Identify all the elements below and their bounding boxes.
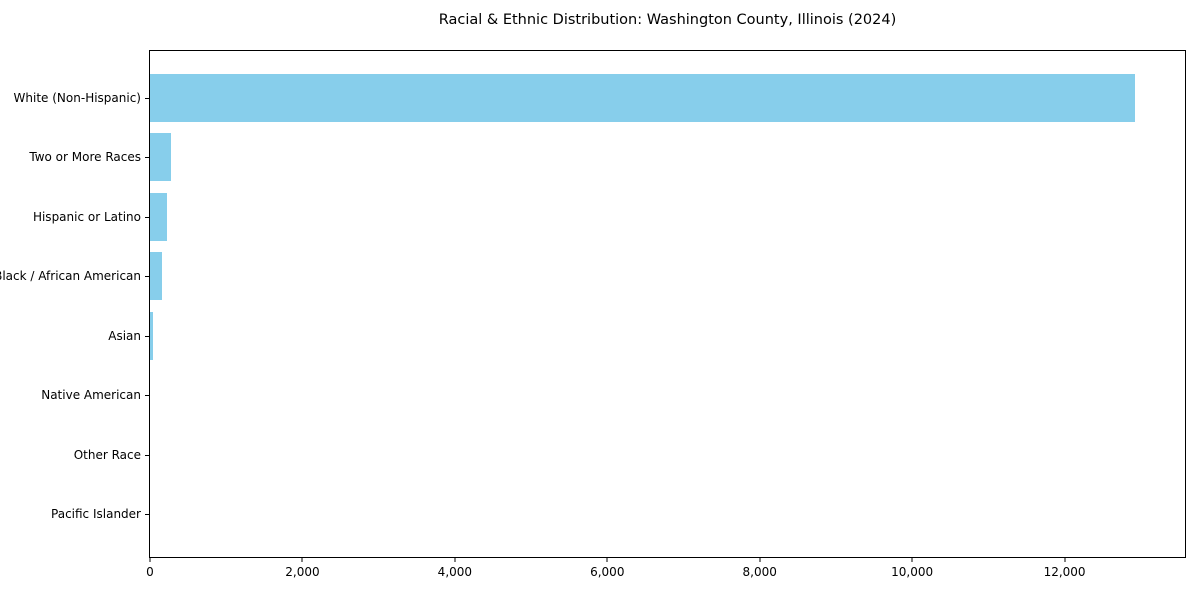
x-tick-label-6-000: 6,000 — [590, 565, 625, 579]
y-tick — [145, 514, 150, 516]
x-tick-label-8-000: 8,000 — [742, 565, 777, 579]
bar-two-or-more-races — [150, 133, 172, 182]
x-tick — [911, 557, 913, 562]
x-tick — [606, 557, 608, 562]
bar-black-african-american — [150, 252, 163, 301]
y-tick-label-white-non-hispanic: White (Non-Hispanic) — [13, 90, 141, 105]
y-tick — [145, 454, 150, 456]
chart-title: Racial & Ethnic Distribution: Washington… — [438, 12, 897, 28]
x-tick-label-12-000: 12,000 — [1043, 565, 1086, 579]
bar-row-black-african-american: Black / African American — [0, 247, 1185, 307]
bar-row-white-non-hispanic: White (Non-Hispanic) — [14, 68, 1185, 128]
y-tick — [145, 157, 150, 159]
y-tick-label-black-african-american: Black / African American — [0, 269, 141, 284]
bar-row-asian: Asian — [108, 306, 1185, 366]
y-tick-label-hispanic-or-latino: Hispanic or Latino — [32, 209, 141, 224]
x-tick — [454, 557, 456, 562]
y-tick-label-asian: Asian — [108, 328, 141, 343]
y-tick-label-other-race: Other Race — [73, 447, 141, 462]
y-tick-label-pacific-islander: Pacific Islander — [51, 507, 141, 522]
x-tick — [301, 557, 303, 562]
bar-white-non-hispanic — [150, 73, 1136, 122]
x-tick — [759, 557, 761, 562]
bar-row-two-or-more-races: Two or More Races — [29, 128, 1185, 188]
y-tick-label-native-american: Native American — [41, 388, 141, 403]
y-tick — [145, 276, 150, 278]
y-tick-label-two-or-more-races: Two or More Races — [29, 150, 141, 165]
x-tick — [1064, 557, 1066, 562]
bar-hispanic-or-latino — [150, 192, 168, 241]
bar-row-native-american: Native American — [41, 366, 1185, 426]
x-tick-label-10-000: 10,000 — [891, 565, 934, 579]
plot-area: White (Non-Hispanic) Two or More Races His… — [0, 50, 1186, 579]
x-tick-label-2-000: 2,000 — [285, 565, 320, 579]
y-tick — [145, 335, 150, 337]
bar-row-other-race: Other Race — [74, 425, 1185, 485]
x-tick — [149, 557, 151, 562]
y-tick — [145, 97, 150, 99]
bar-row-hispanic-or-latino: Hispanic or Latino — [33, 187, 1185, 247]
bar-row-pacific-islander: Pacific Islander — [51, 485, 1185, 545]
x-tick-label-0: 0 — [146, 565, 154, 579]
y-tick — [145, 395, 150, 397]
bar-asian — [150, 311, 154, 360]
y-tick — [145, 216, 150, 218]
x-tick-label-4-000: 4,000 — [437, 565, 473, 579]
bars-container: White (Non-Hispanic) Two or More Races His… — [0, 51, 1185, 557]
